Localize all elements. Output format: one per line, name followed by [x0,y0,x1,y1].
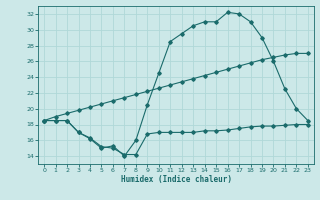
X-axis label: Humidex (Indice chaleur): Humidex (Indice chaleur) [121,175,231,184]
